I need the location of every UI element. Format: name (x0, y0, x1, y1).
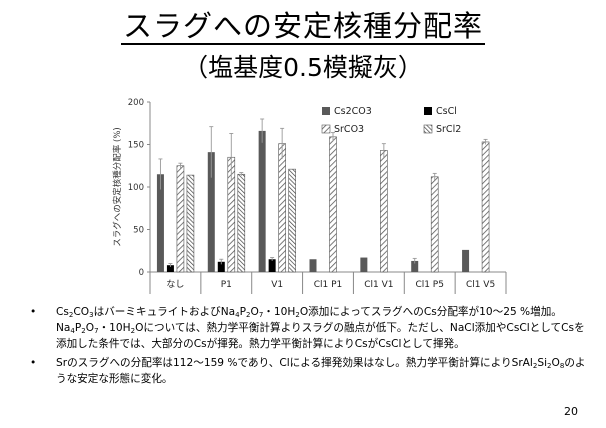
subscript: 3 (89, 311, 94, 319)
y-tick-label: 150 (128, 141, 144, 151)
bar-srcl2 (237, 173, 246, 273)
bar-cs2co3 (462, 249, 470, 272)
legend-swatch (424, 107, 432, 115)
x-category-label: なし (166, 279, 184, 290)
subscript: 4 (235, 311, 240, 319)
subscript: 2 (68, 311, 74, 319)
legend-label: SrCl2 (436, 124, 461, 135)
legend-swatch (321, 124, 331, 134)
subscript: 2 (81, 327, 86, 335)
bar-cscl (217, 261, 225, 272)
subscript: 2 (295, 311, 300, 319)
subscript: 8 (559, 362, 565, 370)
x-category-label: Cl1 P5 (415, 280, 444, 290)
bar-srco3 (329, 136, 337, 273)
slide-title: スラグへの安定核種分配率 (120, 9, 485, 45)
legend-swatch (423, 124, 433, 134)
bar-chart: スラグへの安定核種分配率 (%) 0 50 100 150 200 なし P1 V1 Cl1 P1… (112, 98, 507, 294)
legend-label: SrCO3 (334, 124, 364, 135)
bar-cs2co3 (360, 257, 368, 272)
bar-cs2co3 (156, 174, 164, 272)
bullet-cs: Cs2CO3はバーミキュライトおよびNa4P2O7・10H2O添加によってスラグ… (30, 304, 590, 352)
bar-srco3 (278, 143, 286, 273)
y-tick-label: 200 (128, 98, 144, 108)
bullet-sr-text: Srのスラグへの分配率は112～159 %であり、Clによる揮発効果はなし。熱力… (56, 357, 586, 385)
y-tick-label: 0 (139, 268, 144, 278)
subscript: 2 (547, 362, 552, 370)
bar-cs2co3 (411, 260, 419, 272)
y-tick-label: 50 (133, 226, 144, 236)
x-category-label: Cl1 V1 (364, 280, 393, 290)
y-axis-label: スラグへの安定核種分配率 (%) (112, 127, 123, 246)
bullet-sr: Srのスラグへの分配率は112～159 %であり、Clによる揮発効果はなし。熱力… (30, 355, 590, 387)
legend-label: CsCl (436, 106, 457, 117)
x-category-label: Cl1 V5 (466, 280, 495, 290)
bar-cs2co3 (207, 152, 215, 272)
bar-cs2co3 (309, 259, 317, 272)
subscript: 7 (94, 327, 99, 335)
legend-label: Cs2CO3 (334, 106, 372, 117)
bar-cscl (166, 265, 174, 272)
bar-cscl (268, 259, 276, 272)
page-number: 20 (564, 405, 578, 418)
bar-srcl2 (186, 174, 195, 273)
subscript: 2 (532, 362, 538, 370)
subscript: 7 (258, 311, 264, 319)
bullet-list: Cs2CO3はバーミキュライトおよびNa4P2O7・10H2O添加によってスラグ… (30, 304, 590, 390)
legend-swatch (322, 107, 330, 115)
subscript: 2 (246, 311, 251, 319)
slide-subtitle: （塩基度0.5模擬灰） (183, 53, 423, 82)
x-category-label: Cl1 P1 (314, 280, 343, 290)
subscript: 2 (130, 327, 136, 335)
x-category-label: P1 (221, 280, 232, 290)
bar-srco3 (430, 176, 439, 273)
x-category-label: V1 (271, 280, 283, 290)
bullet-cs-text: Cs2CO3はバーミキュライトおよびNa4P2O7・10H2O添加によってスラグ… (56, 306, 585, 350)
bar-srco3 (481, 141, 490, 273)
y-tick-label: 100 (128, 183, 144, 193)
bar-srco3 (380, 150, 388, 273)
bar-srcl2 (288, 168, 296, 273)
bar-srco3 (176, 165, 185, 273)
subscript: 4 (70, 327, 75, 335)
bar-cs2co3 (258, 130, 266, 272)
